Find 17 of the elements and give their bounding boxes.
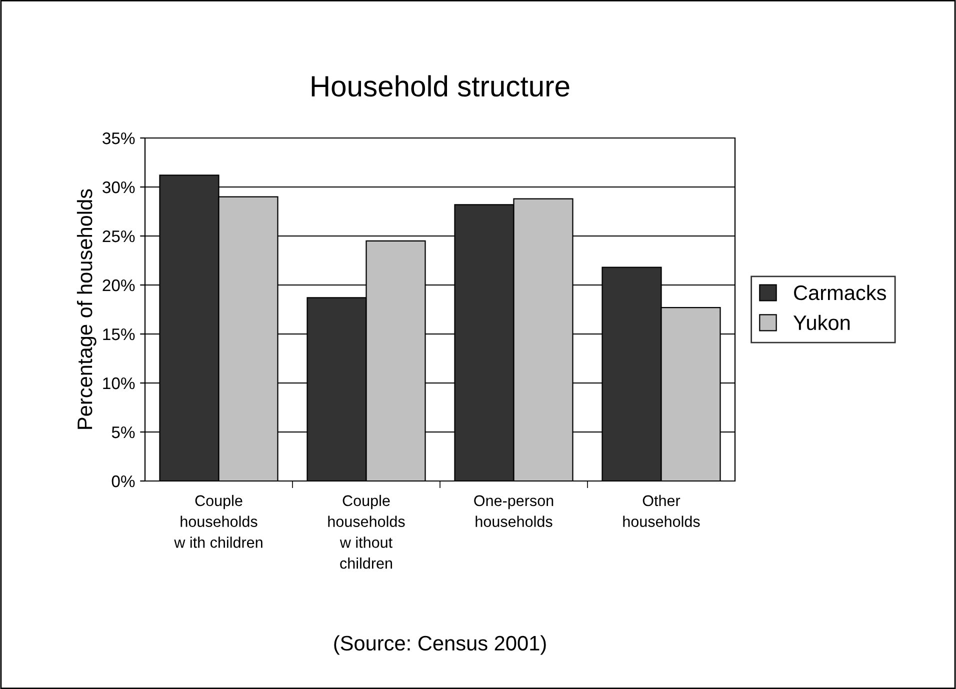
y-tick-label: 0% xyxy=(112,475,135,488)
chart-title: Household structure xyxy=(312,75,570,97)
y-tick-label: 20% xyxy=(102,279,135,292)
y-tick-label: 30% xyxy=(102,181,135,194)
x-tick-label: Couple households w ith children xyxy=(174,494,262,548)
y-tick-label: 35% xyxy=(102,132,135,144)
legend-label: Carmacks xyxy=(794,284,886,300)
x-tick-label: Other households xyxy=(623,494,700,527)
y-tick-label: 25% xyxy=(102,230,135,242)
x-tick-label: Couple households w ithout children xyxy=(328,494,405,569)
y-tick-label: 5% xyxy=(112,426,135,438)
y-tick-label: 15% xyxy=(103,328,135,340)
legend-label: Yukon xyxy=(793,314,850,330)
y-axis-title: Percentage of households xyxy=(76,189,96,429)
x-tick-label: One-person households xyxy=(474,495,554,527)
text: (Source: Census 2001) xyxy=(334,635,546,655)
y-tick-label: 10% xyxy=(103,377,135,390)
